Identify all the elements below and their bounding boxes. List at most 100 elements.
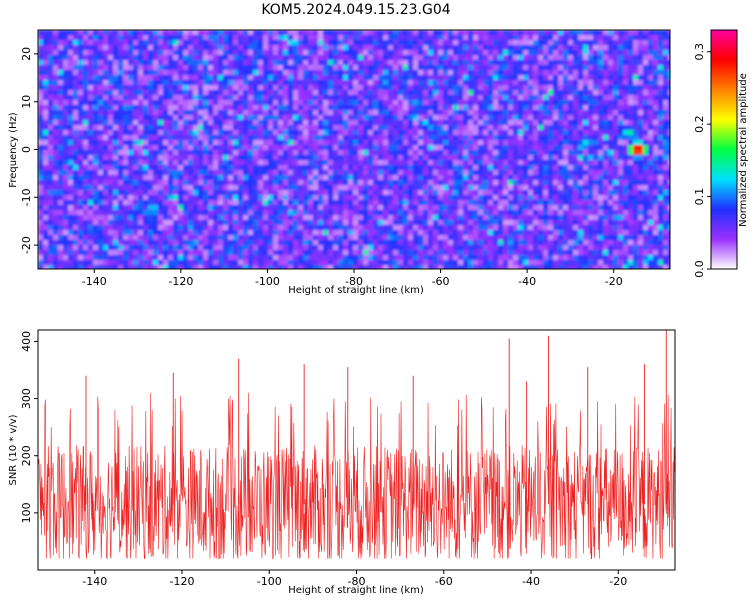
heatmap-cell [558,220,564,226]
heatmap-cell [653,170,659,176]
heatmap-cell [413,215,419,221]
heatmap-cell [373,215,379,221]
heatmap-cell [353,145,359,151]
heatmap-cell [98,165,104,171]
heatmap-cell [143,200,149,206]
heatmap-cell [118,145,124,151]
heatmap-cell [183,190,189,196]
heatmap-cell [603,70,609,76]
heatmap-cell [463,60,469,66]
heatmap-cell [468,35,474,41]
heatmap-cell [323,55,329,61]
heatmap-cell [523,135,529,141]
heatmap-cell [38,65,44,71]
heatmap-cell [463,150,469,156]
heatmap-cell [393,105,399,111]
heatmap-cell [653,95,659,101]
heatmap-cell [428,215,434,221]
heatmap-cell [633,85,639,91]
heatmap-cell [338,80,344,86]
heatmap-cell [643,170,649,176]
heatmap-cell [418,165,424,171]
heatmap-cell [153,90,159,96]
heatmap-cell [263,70,269,76]
heatmap-cell [243,185,249,191]
heatmap-cell [88,100,94,106]
heatmap-cell [148,140,154,146]
heatmap-cell [343,135,349,141]
heatmap-cell [328,50,334,56]
heatmap-cell [668,135,670,141]
heatmap-cell [623,205,629,211]
heatmap-cell [318,155,324,161]
heatmap-cell [273,140,279,146]
heatmap-cell [143,35,149,41]
heatmap-cell [58,90,64,96]
heatmap-cell [283,210,289,216]
heatmap-cell [158,65,164,71]
heatmap-cell [273,200,279,206]
heatmap-cell [338,55,344,61]
heatmap-cell [658,50,664,56]
heatmap-cell [38,125,44,131]
heatmap-cell [443,60,449,66]
heatmap-cell [463,195,469,201]
heatmap-cell [98,175,104,181]
heatmap-cell [43,130,49,136]
heatmap-cell [108,100,114,106]
heatmap-cell [223,110,229,116]
heatmap-cell [258,115,264,121]
heatmap-cell [263,205,269,211]
heatmap-cell [228,45,234,51]
heatmap-cell [138,105,144,111]
heatmap-cell [108,150,114,156]
heatmap-cell [623,175,629,181]
heatmap-cell [503,130,509,136]
heatmap-cell [533,65,539,71]
heatmap-cell [643,115,649,121]
heatmap-cell [48,175,54,181]
heatmap-cell [63,220,69,226]
heatmap-cell [623,140,629,146]
heatmap-cell [473,190,479,196]
heatmap-cell [38,170,44,176]
heatmap-cell [423,50,429,56]
heatmap-cell [343,210,349,216]
heatmap-cell [88,85,94,91]
heatmap-cell [83,125,89,131]
heatmap-cell [143,150,149,156]
heatmap-cell [653,190,659,196]
heatmap-cell [578,175,584,181]
heatmap-cell [338,105,344,111]
heatmap-cell [358,145,364,151]
heatmap-cell [663,200,669,206]
heatmap-cell [278,70,284,76]
heatmap-cell [368,210,374,216]
heatmap-cell [178,180,184,186]
heatmap-cell [138,100,144,106]
heatmap-cell [303,205,309,211]
heatmap-cell [268,45,274,51]
heatmap-cell [278,200,284,206]
heatmap-cell [93,160,99,166]
heatmap-cell [263,50,269,56]
heatmap-cell [343,70,349,76]
heatmap-cell [408,105,414,111]
heatmap-cell [98,35,104,41]
heatmap-cell [183,80,189,86]
heatmap-cell [558,170,564,176]
heatmap-cell [48,160,54,166]
heatmap-cell [648,60,654,66]
heatmap-cell [538,95,544,101]
heatmap-cell [348,115,354,121]
heatmap-cell [73,70,79,76]
heatmap-cell [168,160,174,166]
heatmap-cell [508,120,514,126]
heatmap-cell [243,120,249,126]
heatmap-cell [338,210,344,216]
heatmap-cell [358,105,364,111]
heatmap-cell [103,150,109,156]
heatmap-cell [63,50,69,56]
heatmap-cell [268,185,274,191]
heatmap-cell [118,100,124,106]
